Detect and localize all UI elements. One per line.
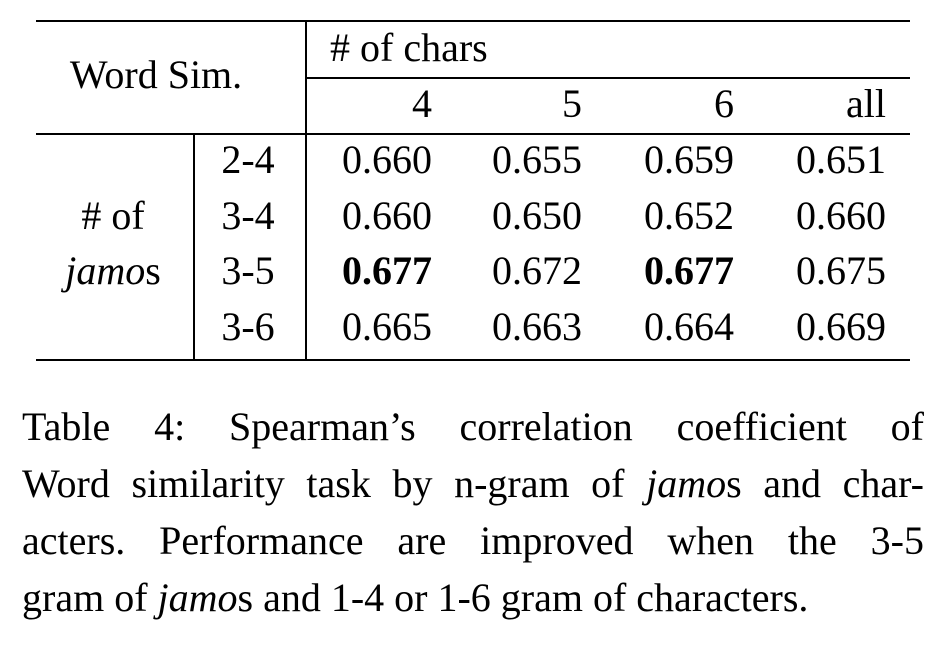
caption-line: Word similarity task by n-gram of jamos … [22, 455, 924, 512]
caption-italic: jamo [157, 575, 238, 620]
table-cell: 0.650 [492, 193, 582, 238]
caption-line: acters. Performance are improved when th… [22, 518, 924, 563]
header-mid-rule [306, 77, 910, 79]
row-label: 3-5 [221, 248, 275, 293]
caption-text: Word similarity task by n-gram of [22, 461, 647, 506]
table-cell-best: 0.677 [342, 248, 432, 293]
table-cell: 0.652 [644, 193, 734, 238]
row-group-divider [193, 133, 195, 361]
column-group-label: # of chars [330, 25, 488, 70]
caption-line: gram of jamos and 1-4 or 1-6 gram of cha… [22, 569, 924, 626]
row-label: 3-6 [221, 304, 275, 349]
corner-divider [305, 20, 307, 361]
table-cell: 0.669 [796, 304, 886, 349]
table-cell: 0.660 [342, 137, 432, 182]
row-label: 3-4 [221, 193, 275, 238]
header-bottom-rule [36, 133, 910, 135]
row-group-label-line2: jamos [65, 247, 161, 295]
table-cell: 0.655 [492, 137, 582, 182]
caption-line: Table 4: Spearman’s correlation coeffici… [22, 404, 924, 449]
table-cell: 0.659 [644, 137, 734, 182]
table-cell: 0.651 [796, 137, 886, 182]
table-cell: 0.675 [796, 248, 886, 293]
row-group-label-suffix: s [145, 248, 161, 293]
caption-text: s and char- [726, 461, 924, 506]
table-cell-best: 0.677 [644, 248, 734, 293]
corner-label: Word Sim. [69, 52, 243, 97]
table-top-rule [36, 20, 910, 22]
column-header: 5 [562, 81, 582, 126]
row-group-label-line1: # of [81, 193, 145, 238]
column-header: all [846, 81, 886, 126]
table-cell: 0.664 [644, 304, 734, 349]
caption-text: s and 1-4 or 1-6 gram of characters. [237, 575, 809, 620]
row-label: 2-4 [221, 137, 275, 182]
row-group-label-italic: jamo [65, 248, 146, 293]
table-cell: 0.672 [492, 248, 582, 293]
column-header: 4 [412, 81, 432, 126]
table-cell: 0.660 [342, 193, 432, 238]
column-header: 6 [714, 81, 734, 126]
caption-text: gram of [22, 575, 158, 620]
table-caption: Table 4: Spearman’s correlation coeffici… [22, 398, 924, 626]
table-cell: 0.663 [492, 304, 582, 349]
table-bottom-rule [36, 359, 910, 361]
caption-italic: jamo [646, 461, 727, 506]
results-table: Word Sim. # of chars 4 5 6 all # of jamo… [36, 20, 910, 361]
table-cell: 0.665 [342, 304, 432, 349]
table-cell: 0.660 [796, 193, 886, 238]
